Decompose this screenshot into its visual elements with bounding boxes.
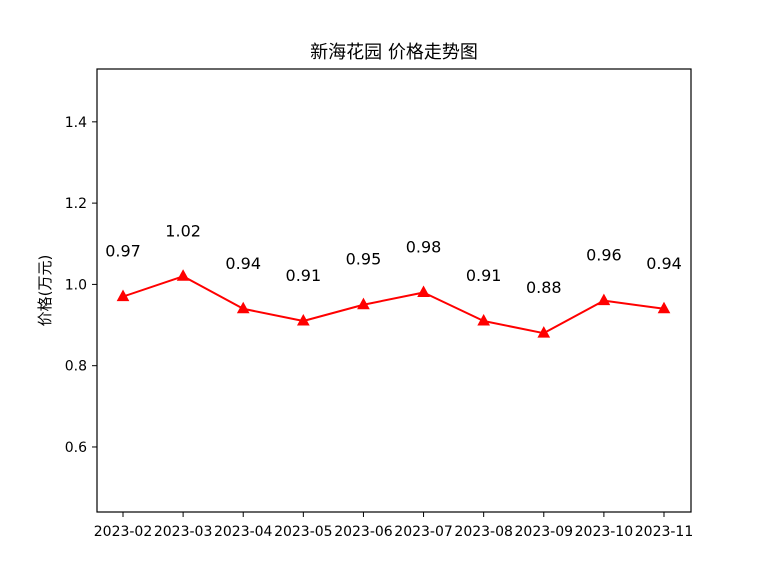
x-axis-ticks: 2023-02 2023-03 2023-04 2023-05 2023-06 2023-… (94, 512, 694, 540)
x-tick-label: 2023-03 (154, 524, 213, 540)
data-point-marker (357, 297, 370, 310)
y-tick-label: 1.4 (65, 115, 87, 131)
y-tick-label: 0.8 (65, 359, 87, 375)
x-tick-label: 2023-10 (575, 524, 634, 540)
data-value-label: 0.97 (105, 242, 141, 261)
data-value-label: 0.95 (346, 250, 382, 269)
data-point-marker (477, 313, 491, 326)
data-point-marker (597, 293, 611, 306)
data-point-marker (236, 301, 250, 314)
x-tick-label: 2023-02 (94, 524, 153, 540)
x-tick-label: 2023-07 (394, 524, 453, 540)
data-value-label: 0.91 (286, 266, 322, 285)
data-value-label: 1.02 (165, 221, 201, 240)
plot-area-frame (96, 68, 692, 513)
data-point-marker (176, 269, 190, 281)
data-value-label: 0.94 (225, 254, 261, 273)
x-tick-label: 2023-11 (635, 524, 694, 540)
x-tick-label: 2023-04 (214, 524, 273, 540)
x-tick-label: 2023-08 (454, 524, 513, 540)
data-value-label: 0.94 (646, 254, 682, 273)
data-value-label: 0.96 (586, 246, 622, 265)
series-line (122, 275, 665, 335)
data-point-marker (296, 313, 310, 326)
x-tick-label: 2023-06 (334, 524, 393, 540)
y-axis-ticks: 0.6 0.8 1.0 1.2 1.4 (65, 115, 97, 456)
chart-title: 新海花园 价格走势图 (310, 42, 478, 63)
data-value-label: 0.98 (406, 238, 442, 257)
y-axis-label: 价格(万元) (36, 255, 54, 327)
series-layer: 0.97 1.02 0.94 0.91 0.95 0.98 0.91 0.88 0.96 0.94 (105, 221, 682, 338)
data-point-marker (657, 301, 671, 314)
x-tick-label: 2023-09 (515, 524, 574, 540)
data-value-label: 0.88 (526, 278, 562, 297)
data-value-label: 0.91 (466, 266, 502, 285)
y-tick-label: 1.0 (65, 277, 87, 293)
data-point-marker (417, 285, 430, 298)
y-tick-label: 1.2 (65, 196, 87, 212)
data-point-marker (116, 289, 130, 302)
y-tick-label: 0.6 (65, 440, 87, 456)
data-point-marker (537, 326, 551, 338)
x-tick-label: 2023-05 (274, 524, 333, 540)
